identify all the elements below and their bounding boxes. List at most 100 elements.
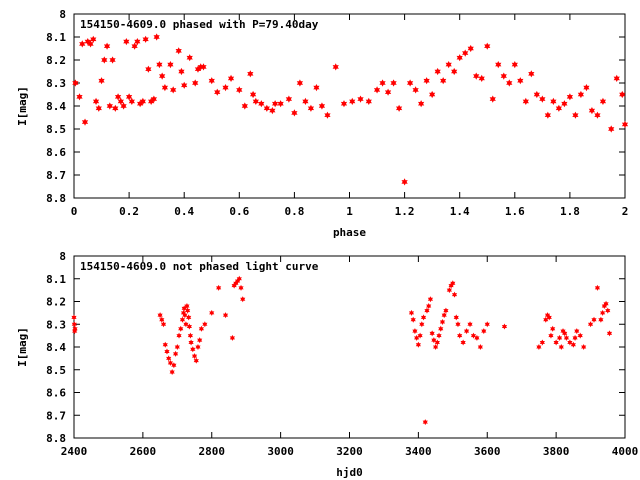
x-tick-label: 0.8	[284, 205, 304, 218]
data-point	[252, 97, 259, 105]
data-point	[489, 95, 496, 103]
x-tick-label: 1.8	[560, 205, 580, 218]
data-point	[533, 90, 540, 99]
data-point	[192, 79, 199, 87]
data-point	[131, 42, 138, 50]
unphased-light-curve-plot: 154150-4609.0 not phased light curve hjd…	[16, 250, 638, 479]
data-point	[272, 100, 279, 108]
data-point	[357, 95, 364, 103]
data-point	[202, 321, 208, 328]
data-point	[433, 344, 439, 350]
data-point	[238, 284, 244, 291]
data-point	[451, 291, 458, 298]
data-point	[170, 86, 177, 94]
data-point	[588, 107, 596, 115]
data-point	[441, 312, 447, 319]
data-point	[186, 54, 193, 62]
data-point	[277, 100, 284, 108]
data-point	[418, 100, 425, 108]
data-point	[332, 63, 339, 71]
y-tick-label: 8.3	[46, 77, 66, 90]
data-point	[137, 100, 144, 108]
x-tick-label: 3000	[267, 445, 294, 458]
x-tick-label: 0	[71, 205, 78, 218]
data-point	[159, 316, 165, 323]
data-point	[174, 344, 180, 350]
data-point	[72, 79, 79, 87]
x-tick-label: 1	[346, 205, 353, 218]
data-point	[500, 72, 507, 80]
data-point	[463, 328, 470, 335]
data-point	[408, 309, 415, 316]
data-point	[216, 284, 222, 291]
data-point	[528, 70, 535, 78]
data-point	[548, 332, 554, 339]
data-point	[76, 93, 83, 101]
data-point	[241, 102, 248, 110]
data-point	[603, 300, 609, 307]
data-point	[128, 97, 135, 105]
x-tick-label: 0.6	[229, 205, 249, 218]
data-point	[431, 337, 437, 344]
data-point	[365, 97, 372, 105]
x-tick-label: 1.6	[505, 205, 525, 218]
data-point	[451, 67, 458, 76]
data-point	[577, 90, 585, 99]
data-point	[481, 328, 487, 335]
data-point	[570, 341, 576, 348]
data-point	[501, 323, 508, 330]
data-point	[619, 90, 626, 99]
data-point	[176, 332, 182, 339]
data-point	[240, 296, 246, 303]
data-point	[175, 47, 182, 55]
data-point	[457, 332, 463, 339]
data-point	[379, 79, 386, 87]
data-point	[511, 61, 518, 69]
y-axis-label: I[mag]	[16, 86, 29, 126]
data-point	[167, 61, 174, 69]
data-point	[467, 321, 473, 328]
data-point	[161, 84, 169, 92]
data-point	[263, 104, 270, 112]
data-point	[179, 316, 186, 323]
data-point	[539, 339, 545, 346]
data-point	[473, 72, 480, 80]
data-point	[186, 314, 192, 321]
x-tick-label: 3200	[336, 445, 363, 458]
y-tick-label: 8.5	[46, 364, 66, 377]
data-point	[285, 95, 293, 103]
x-tick-label: 2800	[199, 445, 226, 458]
data-point	[412, 328, 418, 335]
data-point	[313, 84, 320, 92]
data-point	[81, 118, 89, 126]
y-tick-label: 8.5	[46, 123, 66, 136]
data-point	[420, 314, 427, 321]
data-point	[79, 40, 86, 48]
data-point	[109, 56, 116, 64]
data-point	[194, 65, 202, 73]
data-point	[249, 90, 257, 99]
data-point	[190, 346, 196, 353]
data-point	[613, 74, 620, 82]
data-point	[98, 77, 105, 85]
data-point	[445, 61, 452, 69]
data-point	[598, 316, 604, 323]
data-point	[142, 35, 149, 43]
x-tick-label: 1.2	[395, 205, 415, 218]
x-axis-label: phase	[333, 226, 366, 239]
data-point	[474, 334, 480, 341]
data-point	[197, 63, 204, 71]
data-point	[555, 104, 562, 112]
data-point	[236, 86, 243, 94]
y-tick-label: 8.3	[46, 318, 66, 331]
data-point	[222, 84, 229, 92]
data-point	[185, 307, 191, 314]
data-point	[422, 419, 428, 426]
data-point	[92, 97, 100, 105]
data-point	[164, 348, 170, 355]
data-point	[410, 316, 416, 323]
data-point	[599, 97, 607, 105]
data-point	[600, 309, 606, 316]
x-tick-label: 0.4	[174, 205, 194, 218]
data-point	[427, 296, 434, 303]
